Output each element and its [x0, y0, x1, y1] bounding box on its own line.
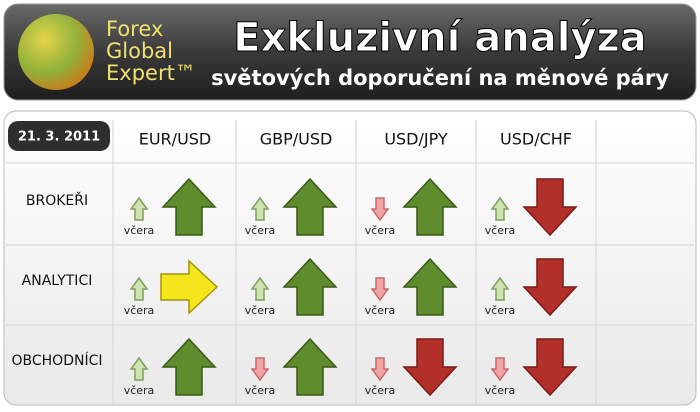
yesterday-label: včera	[245, 304, 276, 317]
column-header: USD/JPY	[384, 130, 448, 149]
yesterday-label: včera	[365, 304, 396, 317]
yesterday-arrow	[250, 276, 270, 301]
yesterday-arrow	[490, 196, 510, 221]
subtitle: světových doporučení na měnové páry	[211, 66, 669, 90]
today-arrow	[160, 259, 219, 315]
today-arrow	[282, 337, 338, 396]
today-arrow	[522, 258, 578, 317]
date-badge	[8, 121, 110, 151]
table-grid	[6, 120, 694, 404]
yesterday-arrow	[129, 196, 149, 221]
yesterday-label: včera	[485, 224, 516, 237]
yesterday-label: včera	[365, 384, 396, 397]
header-box	[3, 3, 697, 101]
date: 21. 3. 2011	[18, 130, 100, 145]
logo-text: Global	[106, 39, 173, 63]
title: Exkluzivní analýza	[233, 15, 647, 61]
yesterday-arrow	[370, 357, 390, 382]
yesterday-label: včera	[485, 384, 516, 397]
logo-globe	[18, 14, 94, 90]
row-label: BROKEŘI	[26, 192, 88, 209]
column-header: EUR/USD	[139, 130, 212, 149]
yesterday-arrow	[490, 357, 510, 382]
yesterday-arrow	[370, 197, 390, 222]
yesterday-arrow	[490, 276, 510, 301]
yesterday-label: včera	[124, 224, 155, 237]
yesterday-label: včera	[245, 384, 276, 397]
today-arrow	[282, 257, 338, 316]
today-arrow	[282, 177, 338, 236]
today-arrow	[402, 257, 458, 316]
today-arrow	[161, 337, 217, 396]
today-arrow	[402, 338, 458, 397]
logo-text: Expert™	[106, 61, 196, 85]
column-header: USD/CHF	[500, 130, 572, 149]
logo-text: Forex	[106, 17, 163, 41]
yesterday-arrow	[250, 357, 270, 382]
yesterday-label: včera	[365, 224, 396, 237]
column-header: GBP/USD	[260, 130, 333, 149]
today-arrow	[522, 178, 578, 237]
yesterday-label: včera	[124, 384, 155, 397]
today-arrow	[522, 338, 578, 397]
today-arrow	[402, 177, 458, 236]
yesterday-arrow	[129, 356, 149, 381]
row-label: ANALYTICI	[22, 273, 93, 289]
yesterday-label: včera	[124, 304, 155, 317]
yesterday-arrow	[250, 196, 270, 221]
yesterday-label: včera	[245, 224, 276, 237]
yesterday-arrow	[370, 277, 390, 302]
yesterday-label: včera	[485, 304, 516, 317]
yesterday-arrow	[129, 276, 149, 301]
today-arrow	[161, 177, 217, 236]
table-panel	[3, 110, 697, 406]
row-label: OBCHODNÍCI	[12, 352, 103, 369]
